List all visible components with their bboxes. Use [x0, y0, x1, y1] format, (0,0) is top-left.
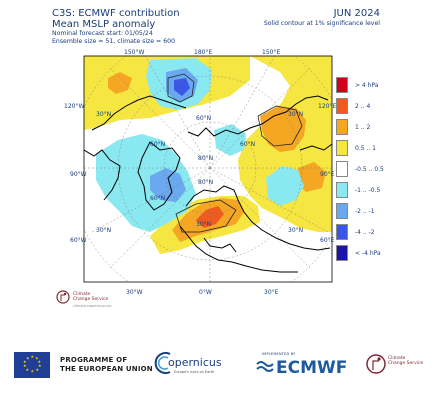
- anomaly-orange-canada: [108, 72, 132, 94]
- legend-swatch: [336, 203, 348, 219]
- anomaly-blue-pacific: [174, 78, 190, 96]
- legend-label: < -4 hPa: [355, 249, 381, 257]
- copernicus-wordmark: opernicus: [168, 356, 222, 369]
- legend-item: -1 .. -0.5: [336, 181, 416, 199]
- coastlines: [84, 95, 332, 273]
- lon-label-90w: 90°W: [70, 171, 87, 178]
- map-header-right: JUN 2024 Solid contour at 1% significanc…: [264, 8, 380, 28]
- product-title: C3S: ECMWF contribution: [52, 8, 180, 19]
- legend-label: -4 .. -2: [355, 228, 375, 236]
- ecmwf-wordmark: ECMWF: [276, 358, 348, 378]
- eu-line1: PROGRAMME OF: [60, 356, 128, 364]
- copernicus-tagline: Europe's eyes on Earth: [174, 370, 215, 374]
- legend-swatch: [336, 98, 348, 114]
- svg-text:★: ★: [23, 363, 27, 368]
- lat-label: 30°N: [96, 111, 111, 118]
- c3s-footer-text: Climate Change Service: [388, 356, 423, 366]
- legend-swatch: [336, 182, 348, 198]
- c3s-name-line2: Change Service: [73, 297, 109, 302]
- legend-label: -1 .. -0.5: [355, 186, 381, 194]
- c3s-url: climate.copernicus.eu: [73, 304, 112, 308]
- legend-label: -2 .. -1: [355, 207, 375, 215]
- eu-flag-icon: ★ ★ ★ ★ ★ ★ ★ ★ ★ ★: [14, 352, 50, 378]
- lon-label-0w: 0°W: [199, 289, 212, 296]
- svg-text:★: ★: [35, 356, 39, 361]
- ecmwf-wave-icon: [256, 361, 274, 372]
- legend-label: > 4 hPa: [355, 81, 379, 89]
- svg-text:★: ★: [38, 359, 42, 364]
- legend-label: 2 .. 4: [355, 102, 371, 110]
- svg-text:★: ★: [26, 356, 30, 361]
- svg-text:★: ★: [23, 359, 27, 364]
- eu-programme-text: PROGRAMME OF THE EUROPEAN UNION: [60, 356, 153, 374]
- svg-text:★: ★: [36, 367, 40, 372]
- anomaly-lightblue-greenland: [150, 168, 186, 202]
- map-field: [84, 56, 332, 282]
- svg-text:★: ★: [38, 363, 42, 368]
- forecast-start: Nominal forecast start: 01/05/24: [52, 30, 153, 37]
- c3s-footer-line2: Change Service: [388, 361, 424, 366]
- legend-label: 1 .. 2: [355, 123, 371, 131]
- anomaly-orange-east: [296, 162, 326, 192]
- color-legend: > 4 hPa 2 .. 4 1 .. 2 0.5 .. 1 -0.5 .. 0…: [336, 76, 416, 265]
- ensemble-size: Ensemble size = 51, climate size = 600: [52, 37, 176, 45]
- legend-item: 2 .. 4: [336, 97, 416, 115]
- legend-swatch: [336, 224, 348, 240]
- lon-label-180e: 180°E: [194, 49, 212, 56]
- lat-label: 60°N: [240, 141, 255, 148]
- legend-item: 1 .. 2: [336, 118, 416, 136]
- lon-label-90e: 90°E: [320, 171, 335, 178]
- variable-title: Mean MSLP anomaly: [52, 19, 156, 30]
- anomaly-cyan-greenland: [96, 134, 196, 232]
- legend-item: -2 .. -1: [336, 202, 416, 220]
- lon-label-60e: 60°E: [320, 237, 335, 244]
- c3s-footer-line1: Climate: [388, 356, 406, 361]
- lon-label-30w: 30°W: [126, 289, 143, 296]
- lat-label: 30°N: [288, 111, 303, 118]
- svg-text:★: ★: [31, 354, 35, 359]
- c3s-emblem-icon: [56, 290, 70, 304]
- contour-note: Solid contour at 1% significance level: [263, 20, 380, 27]
- lat-label: 60°N: [196, 115, 211, 122]
- significance-contours: [167, 73, 303, 233]
- legend-item: > 4 hPa: [336, 76, 416, 94]
- legend-swatch: [336, 161, 348, 177]
- valid-period: JUN 2024: [333, 8, 380, 19]
- copernicus-logo-icon: [154, 352, 171, 374]
- legend-label: 0.5 .. 1: [355, 144, 376, 152]
- legend-swatch: [336, 119, 348, 135]
- legend-item: < -4 hPa: [336, 244, 416, 262]
- legend-swatch: [336, 77, 348, 93]
- lat-label: 30°N: [96, 227, 111, 234]
- c3s-emblem-icon: [366, 354, 386, 374]
- legend-item: -4 .. -2: [336, 223, 416, 241]
- anomaly-cyan-east: [266, 166, 304, 206]
- c3s-name-line1: Climate: [73, 292, 91, 297]
- lon-label-60w: 60°W: [70, 237, 87, 244]
- c3s-logo-small: Climate Change Service climate.copernicu…: [56, 289, 112, 309]
- legend-swatch: [336, 140, 348, 156]
- eu-line2: THE EUROPEAN UNION: [60, 365, 153, 373]
- legend-swatch: [336, 245, 348, 261]
- lat-label: 30°N: [288, 227, 303, 234]
- lon-label-150w: 150°W: [124, 49, 144, 56]
- lat-label: 80°N: [198, 155, 213, 162]
- footer-logos: ★ ★ ★ ★ ★ ★ ★ ★ ★ ★ PROGRAMME OF THE EUROPEAN …: [0, 348, 444, 388]
- lon-label-30e: 30°E: [264, 289, 279, 296]
- legend-item: -0.5 .. 0.5: [336, 160, 416, 178]
- legend-label: -0.5 .. 0.5: [355, 165, 384, 173]
- lat-label: 60°N: [150, 141, 165, 148]
- map-header: C3S: ECMWF contribution Mean MSLP anomal…: [52, 8, 180, 45]
- legend-item: 0.5 .. 1: [336, 139, 416, 157]
- lon-label-120w: 120°W: [64, 103, 84, 110]
- lon-label-150e: 150°E: [262, 49, 280, 56]
- lat-label: 60°N: [150, 195, 165, 202]
- lat-label: 80°N: [198, 179, 213, 186]
- svg-text:★: ★: [31, 369, 35, 374]
- lon-label-120e: 120°E: [318, 103, 336, 110]
- svg-text:★: ★: [26, 367, 30, 372]
- implemented-by: IMPLEMENTED BY: [262, 352, 296, 356]
- lat-label: 30°N: [196, 221, 211, 228]
